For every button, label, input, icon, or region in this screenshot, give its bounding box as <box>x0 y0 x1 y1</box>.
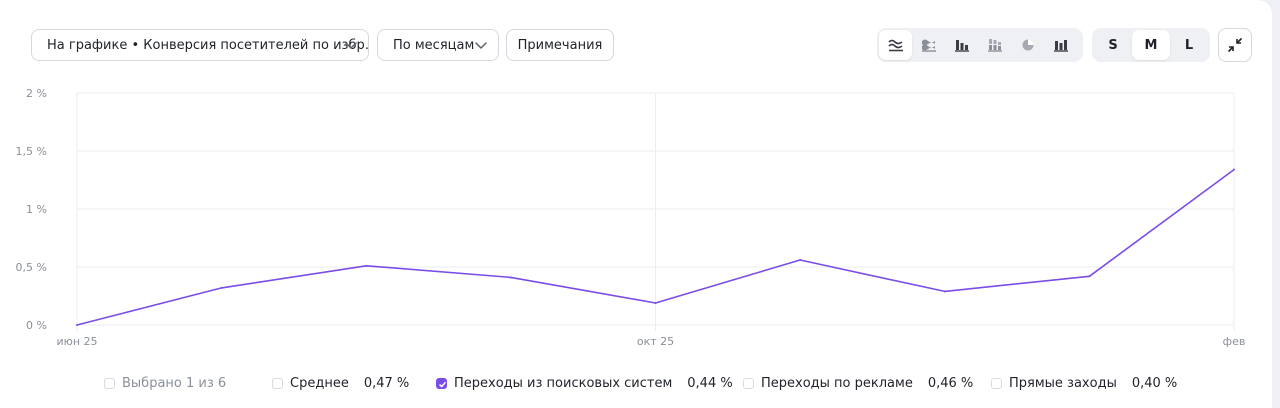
data-point <box>1233 168 1235 171</box>
legend-item-label: Переходы из поисковых систем <box>454 376 673 391</box>
checkbox-icon <box>104 378 115 389</box>
view-pie-button[interactable] <box>1011 30 1044 60</box>
data-point <box>365 264 368 267</box>
stacked-bar-icon <box>987 39 1002 52</box>
legend-item-direct[interactable]: Прямые заходы 0,40 % <box>991 376 1177 391</box>
x-tick-label: окт 25 <box>637 335 674 348</box>
legend-item-search[interactable]: Переходы из поисковых систем 0,44 % <box>436 376 733 391</box>
chart-legend: Выбрано 1 из 6 Среднее 0,47 % Переходы и… <box>0 376 1280 394</box>
bar-chart-icon <box>954 40 969 52</box>
data-point <box>1088 275 1091 278</box>
legend-selected-label: Выбрано 1 из 6 <box>122 376 227 391</box>
data-point <box>509 276 512 279</box>
collapse-button[interactable] <box>1218 28 1252 62</box>
view-stacked-bar-button[interactable] <box>978 30 1011 60</box>
chevron-down-icon <box>475 42 487 49</box>
data-point <box>654 301 657 304</box>
columns-icon <box>1053 40 1068 52</box>
size-l-button[interactable]: L <box>1184 37 1194 53</box>
view-bar-button[interactable] <box>945 30 978 60</box>
size-s-button[interactable]: S <box>1108 37 1118 53</box>
view-columns-button[interactable] <box>1044 30 1077 60</box>
legend-item-average[interactable]: Среднее 0,47 % <box>272 376 409 391</box>
legend-item-label: Переходы по рекламе <box>761 376 913 391</box>
y-tick-label: 2 % <box>26 87 47 100</box>
data-point <box>943 290 946 293</box>
legend-item-ads[interactable]: Переходы по рекламе 0,46 % <box>743 376 973 391</box>
legend-item-value: 0,46 % <box>927 376 974 391</box>
view-line-button[interactable] <box>879 30 912 60</box>
checkbox-checked-icon <box>436 378 447 389</box>
data-point <box>799 259 802 262</box>
legend-selected-count[interactable]: Выбрано 1 из 6 <box>104 376 226 391</box>
period-select-label: По месяцам <box>393 37 475 53</box>
view-area-button[interactable] <box>912 30 945 60</box>
metric-select[interactable]: На графике • Конверсия посетителей по из… <box>31 29 369 61</box>
chart-size-switcher: S M L <box>1092 28 1210 62</box>
legend-item-value: 0,47 % <box>363 376 410 391</box>
collapse-arrows-icon <box>1227 37 1243 53</box>
notes-button[interactable]: Примечания <box>506 29 614 61</box>
y-tick-label: 1,5 % <box>16 145 47 158</box>
legend-item-label: Среднее <box>290 376 349 391</box>
chevron-down-icon <box>345 42 357 49</box>
y-tick-label: 1 % <box>26 203 47 216</box>
y-tick-label: 0 % <box>26 319 47 332</box>
chart-toolbar: На графике • Конверсия посетителей по из… <box>31 27 1252 63</box>
metric-select-label: На графике • Конверсия посетителей по из… <box>47 37 369 53</box>
notes-button-label: Примечания <box>517 37 603 53</box>
x-tick-label: фев <box>1223 335 1246 348</box>
stacked-area-icon <box>921 39 936 52</box>
y-tick-label: 0,5 % <box>16 261 47 274</box>
x-tick-label: июн 25 <box>56 335 97 348</box>
legend-item-label: Прямые заходы <box>1009 376 1117 391</box>
line-chart: 0 % 0,5 % 1 % 1,5 % 2 % июн 25 окт 25 фев <box>16 87 1246 348</box>
checkbox-icon <box>743 378 754 389</box>
checkbox-icon <box>272 378 283 389</box>
data-point <box>76 324 78 326</box>
size-m-button[interactable]: M <box>1132 30 1170 60</box>
checkbox-icon <box>991 378 1002 389</box>
pie-chart-icon <box>1022 39 1033 51</box>
line-chart-icon <box>887 39 903 52</box>
period-select[interactable]: По месяцам <box>377 29 499 61</box>
legend-item-value: 0,40 % <box>1131 376 1178 391</box>
legend-item-value: 0,44 % <box>687 376 733 391</box>
chart-type-switcher <box>877 28 1083 62</box>
data-point <box>220 286 223 289</box>
